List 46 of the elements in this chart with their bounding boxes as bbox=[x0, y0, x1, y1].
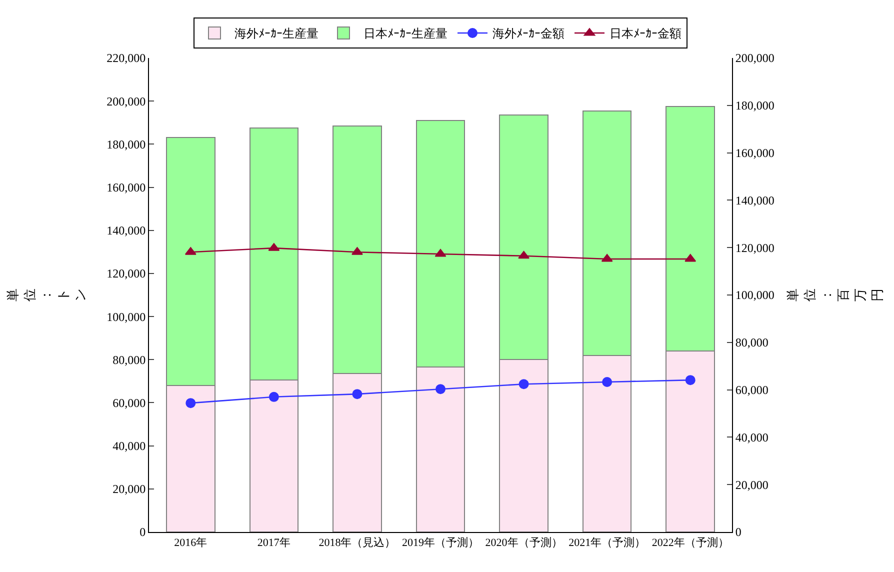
point bbox=[186, 398, 196, 408]
y2-tick-label: 40,000 bbox=[735, 430, 768, 444]
y2-tick-label: 200,000 bbox=[735, 51, 774, 66]
x-tick-label: 2022年（予測） bbox=[652, 537, 729, 550]
y2-tick-label: 80,000 bbox=[735, 336, 768, 350]
x-tick-label: 2020年（予測） bbox=[485, 537, 562, 550]
point bbox=[436, 384, 446, 394]
y-tick-label: 120,000 bbox=[106, 266, 146, 281]
y2-tick-label: 60,000 bbox=[735, 383, 768, 397]
point bbox=[352, 389, 362, 400]
y2-tick-label: 100,000 bbox=[735, 288, 774, 302]
x-tick-label: 2019年（予測） bbox=[402, 537, 479, 550]
y-tick-label: 20,000 bbox=[112, 482, 146, 496]
y2-tick-label: 180,000 bbox=[735, 98, 774, 113]
point bbox=[601, 254, 613, 262]
y2-tick-label: 120,000 bbox=[735, 240, 774, 255]
y2-tick-label: 20,000 bbox=[735, 478, 768, 492]
y-tick-label: 0 bbox=[140, 525, 146, 540]
legend-label: 日本ﾒｰｶｰ金額 bbox=[610, 26, 682, 41]
point bbox=[684, 254, 696, 262]
point bbox=[268, 392, 279, 402]
point bbox=[602, 376, 612, 387]
y2-tick-label: 0 bbox=[735, 525, 742, 540]
y2-tick-label: 160,000 bbox=[735, 146, 774, 160]
y-tick-label: 220,000 bbox=[106, 51, 146, 66]
x-tick-label: 2017年 bbox=[257, 537, 290, 550]
y-tick-label: 140,000 bbox=[106, 224, 146, 238]
x-tick-label: 2018年（見込） bbox=[318, 536, 396, 550]
x-tick-label: 2021年（予測） bbox=[568, 537, 646, 550]
y-tick-label: 40,000 bbox=[112, 439, 146, 454]
point bbox=[518, 250, 530, 259]
y2-axis-title: 単位：百万円 bbox=[785, 288, 884, 302]
point bbox=[518, 379, 529, 390]
y-tick-label: 200,000 bbox=[106, 94, 146, 108]
x-tick-label: 2016年 bbox=[174, 537, 208, 550]
y-tick-label: 180,000 bbox=[106, 137, 146, 152]
legend-label: 日本ﾒｰｶｰ生産量 bbox=[364, 26, 448, 41]
y-tick-label: 60,000 bbox=[112, 396, 146, 410]
point bbox=[685, 375, 696, 386]
y-tick-label: 160,000 bbox=[106, 180, 146, 194]
legend-label: 海外ﾒｰｶｰ生産量 bbox=[234, 26, 318, 41]
y2-tick-label: 140,000 bbox=[735, 193, 774, 208]
y-tick-label: 80,000 bbox=[112, 352, 146, 367]
legend-label: 海外ﾒｰｶｰ金額 bbox=[492, 26, 564, 41]
y-axis-title: 単位：トン bbox=[4, 288, 88, 302]
y-tick-label: 100,000 bbox=[106, 310, 146, 324]
